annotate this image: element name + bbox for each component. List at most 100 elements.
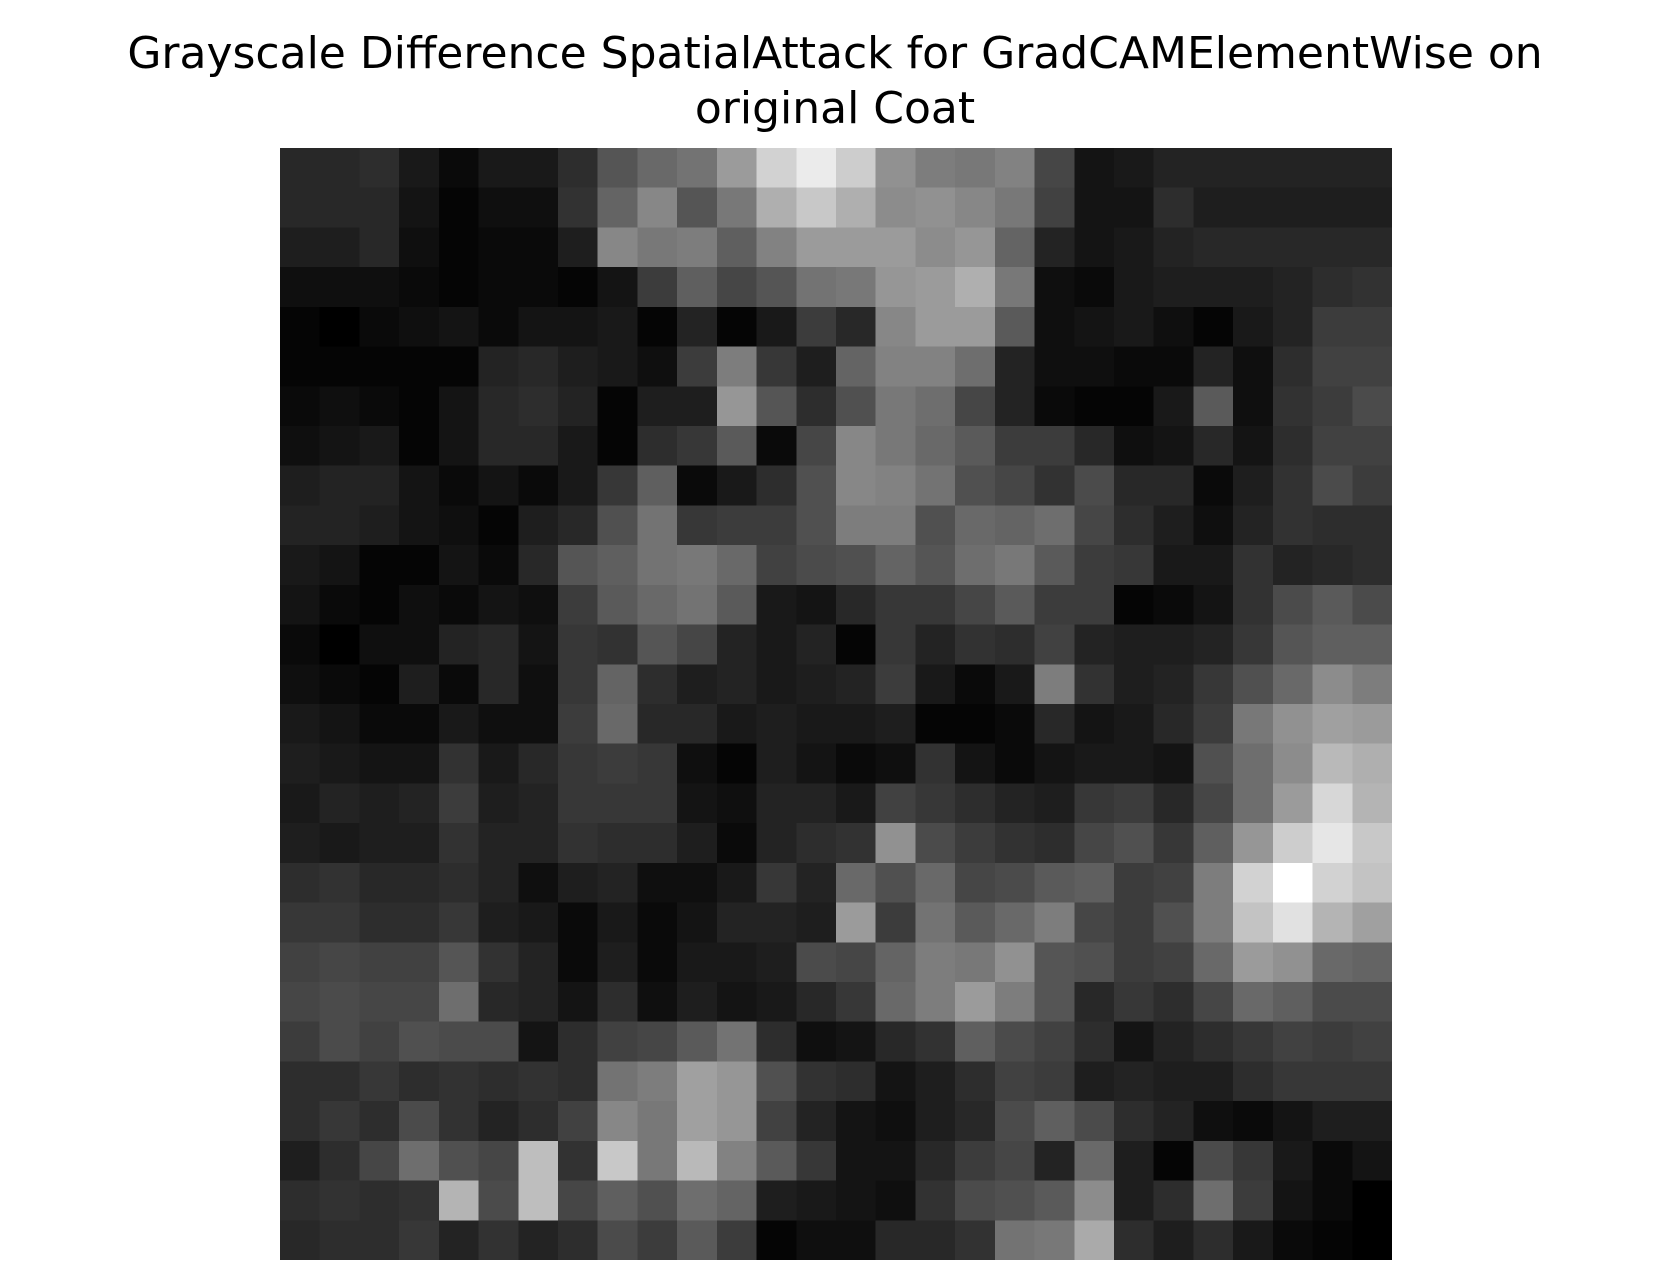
heatmap-cell (1193, 902, 1234, 944)
heatmap-cell (637, 227, 678, 268)
heatmap-cell (280, 704, 321, 745)
heatmap-cell (756, 426, 798, 467)
heatmap-cell (1034, 187, 1076, 229)
heatmap-cell (955, 148, 996, 189)
heatmap-cell (597, 1180, 639, 1222)
heatmap-cell (994, 1180, 1036, 1222)
heatmap-cell (1074, 545, 1115, 586)
heatmap-cell (1034, 862, 1076, 904)
heatmap-cell (438, 505, 480, 546)
heatmap-cell (637, 1220, 678, 1260)
heatmap-cell (637, 1061, 678, 1102)
heatmap-cell (319, 664, 361, 705)
heatmap-cell (994, 386, 1036, 427)
heatmap-cell (1312, 902, 1354, 944)
heatmap-cell (1193, 346, 1234, 388)
heatmap-cell (478, 267, 520, 308)
heatmap-cell (1352, 465, 1392, 507)
heatmap-cell (875, 1061, 917, 1102)
heatmap-cell (518, 545, 559, 586)
heatmap-cell (438, 902, 480, 944)
heatmap-cell (796, 1021, 837, 1063)
heatmap-cell (796, 1101, 837, 1142)
heatmap-cell (836, 704, 877, 745)
heatmap-cell (677, 1101, 718, 1142)
heatmap-cell (438, 1220, 480, 1260)
heatmap-cell (438, 187, 480, 229)
heatmap-cell (955, 465, 996, 507)
heatmap-cell (836, 624, 877, 666)
heatmap-cell (716, 1220, 758, 1260)
heatmap-cell (558, 1140, 599, 1182)
heatmap-cell (319, 426, 361, 467)
heatmap-cell (1193, 1180, 1234, 1222)
heatmap-cell (875, 545, 917, 586)
heatmap-cell (280, 1180, 321, 1222)
heatmap-cell (677, 545, 718, 586)
heatmap-cell (1034, 624, 1076, 666)
heatmap-cell (558, 227, 599, 268)
heatmap-cell (915, 505, 956, 546)
heatmap-cell (1153, 823, 1195, 864)
heatmap-plot (280, 148, 1392, 1260)
heatmap-cell (1233, 505, 1274, 546)
heatmap-cell (319, 1101, 361, 1142)
heatmap-cell (1114, 902, 1155, 944)
heatmap-cell (915, 584, 956, 626)
heatmap-cell (597, 664, 639, 705)
heatmap-cell (399, 982, 440, 1023)
heatmap-cell (359, 982, 400, 1023)
heatmap-cell (1233, 1220, 1274, 1260)
heatmap-cell (915, 862, 956, 904)
heatmap-cell (1193, 823, 1234, 864)
heatmap-cell (518, 1180, 559, 1222)
heatmap-cell (875, 1180, 917, 1222)
heatmap-cell (1272, 743, 1314, 785)
heatmap-cell (597, 386, 639, 427)
heatmap-cell (955, 1101, 996, 1142)
heatmap-cell (994, 505, 1036, 546)
heatmap-cell (558, 1021, 599, 1063)
heatmap-cell (796, 1220, 837, 1260)
heatmap-cell (716, 902, 758, 944)
heatmap-cell (1193, 306, 1234, 348)
heatmap-cell (1034, 227, 1076, 268)
heatmap-cell (359, 704, 400, 745)
heatmap-cell (915, 664, 956, 705)
heatmap-cell (597, 982, 639, 1023)
heatmap-cell (597, 942, 639, 983)
heatmap-cell (1034, 783, 1076, 824)
heatmap-cell (399, 584, 440, 626)
heatmap-cell (1074, 862, 1115, 904)
heatmap-cell (518, 1021, 559, 1063)
heatmap-cell (1153, 346, 1195, 388)
heatmap-cell (1153, 1061, 1195, 1102)
heatmap-cell (796, 346, 837, 388)
heatmap-cell (359, 426, 400, 467)
heatmap-cell (955, 982, 996, 1023)
heatmap-cell (1153, 664, 1195, 705)
heatmap-cell (1153, 942, 1195, 983)
heatmap-cell (359, 1220, 400, 1260)
heatmap-cell (836, 306, 877, 348)
heatmap-cell (875, 624, 917, 666)
heatmap-cell (319, 1180, 361, 1222)
heatmap-cell (955, 902, 996, 944)
heatmap-cell (796, 545, 837, 586)
heatmap-cell (280, 465, 321, 507)
heatmap-cell (1193, 505, 1234, 546)
heatmap-cell (756, 823, 798, 864)
heatmap-cell (836, 584, 877, 626)
heatmap-cell (438, 267, 480, 308)
heatmap-cell (1193, 1061, 1234, 1102)
heatmap-cell (438, 306, 480, 348)
heatmap-cell (558, 982, 599, 1023)
heatmap-cell (756, 704, 798, 745)
heatmap-cell (478, 1021, 520, 1063)
heatmap-cell (677, 267, 718, 308)
heatmap-cell (1272, 346, 1314, 388)
heatmap-cell (716, 823, 758, 864)
heatmap-cell (1352, 783, 1392, 824)
heatmap-cell (994, 704, 1036, 745)
